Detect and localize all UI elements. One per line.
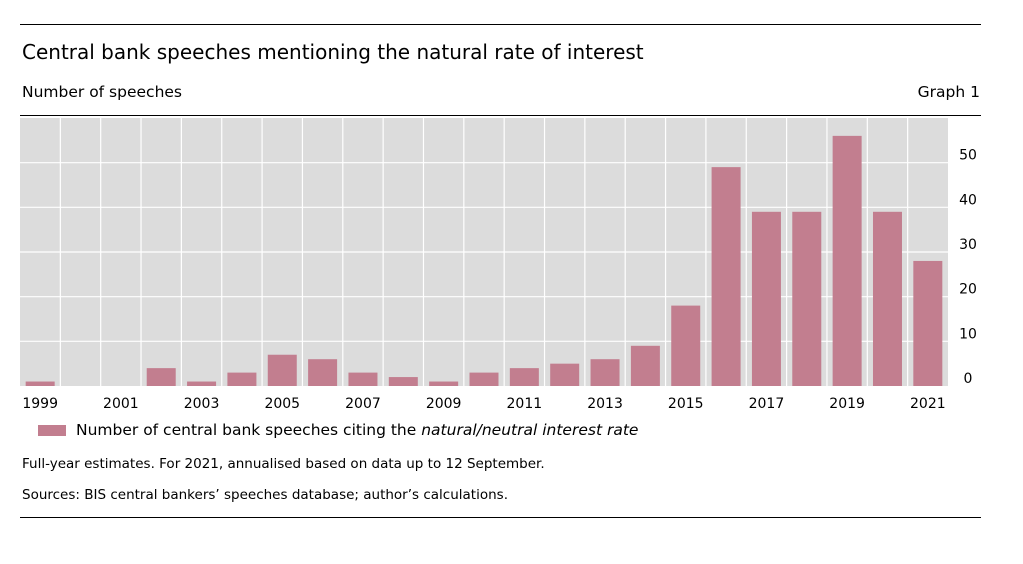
chart-legend: Number of central bank speeches citing t… [38,421,638,439]
bar-2006 [308,359,338,386]
bar-2003 [187,381,217,386]
bar-2015 [671,305,701,386]
bar-2011 [509,368,539,386]
x-tick-label: 2019 [829,396,865,412]
legend-swatch [38,424,66,436]
bar-chart: 0 10 20 30 40 50 1999 2001 2003 2005 2007 2009 2011 2… [20,118,977,412]
unit-label: Number of speeches [22,83,183,101]
bar-2020 [872,211,902,386]
x-tick-label: 2003 [184,396,220,412]
footnote: Full-year estimates. For 2021, annualise… [22,456,545,472]
bar-2002 [146,368,176,386]
x-tick-label: 2011 [507,396,543,412]
bar-2012 [550,363,580,386]
bar-2010 [469,372,499,386]
bar-2019 [832,135,862,386]
y-tick-label: 10 [959,326,977,342]
bottom-rule [20,517,981,518]
bar-2004 [227,372,257,386]
x-tick-label: 2001 [103,396,139,412]
x-tick-label: 2005 [264,396,300,412]
sources-note: Sources: BIS central bankers’ speeches d… [22,487,508,503]
bar-2007 [348,372,378,386]
bar-2013 [590,359,620,386]
bar-2014 [630,345,660,386]
y-tick-label: 40 [959,192,977,208]
graph-number: Graph 1 [917,83,980,101]
y-tick-label: 0 [964,371,973,387]
bar-2005 [267,354,297,386]
bar-2008 [388,377,418,386]
bar-2021 [913,260,943,386]
y-tick-label: 50 [959,148,977,164]
x-tick-label: 2015 [668,396,704,412]
bar-1999 [25,381,55,386]
bar-2016 [711,167,741,386]
legend-label: Number of central bank speeches citing t… [76,421,638,439]
x-tick-label: 2007 [345,396,381,412]
x-tick-label: 2009 [426,396,462,412]
bar-2018 [792,211,822,386]
bar-2017 [751,211,781,386]
top-rule [20,24,981,25]
x-tick-label: 1999 [22,396,58,412]
y-tick-label: 20 [959,282,977,298]
header-rule [20,115,981,116]
legend-label-prefix: Number of central bank speeches citing t… [76,421,422,439]
x-tick-label: 2021 [910,396,946,412]
x-tick-label: 2013 [587,396,623,412]
x-tick-label: 2017 [749,396,785,412]
y-tick-label: 30 [959,237,977,253]
chart-title: Central bank speeches mentioning the nat… [22,40,644,64]
bar-2009 [429,381,459,386]
legend-label-italic: natural/neutral interest rate [421,421,639,439]
